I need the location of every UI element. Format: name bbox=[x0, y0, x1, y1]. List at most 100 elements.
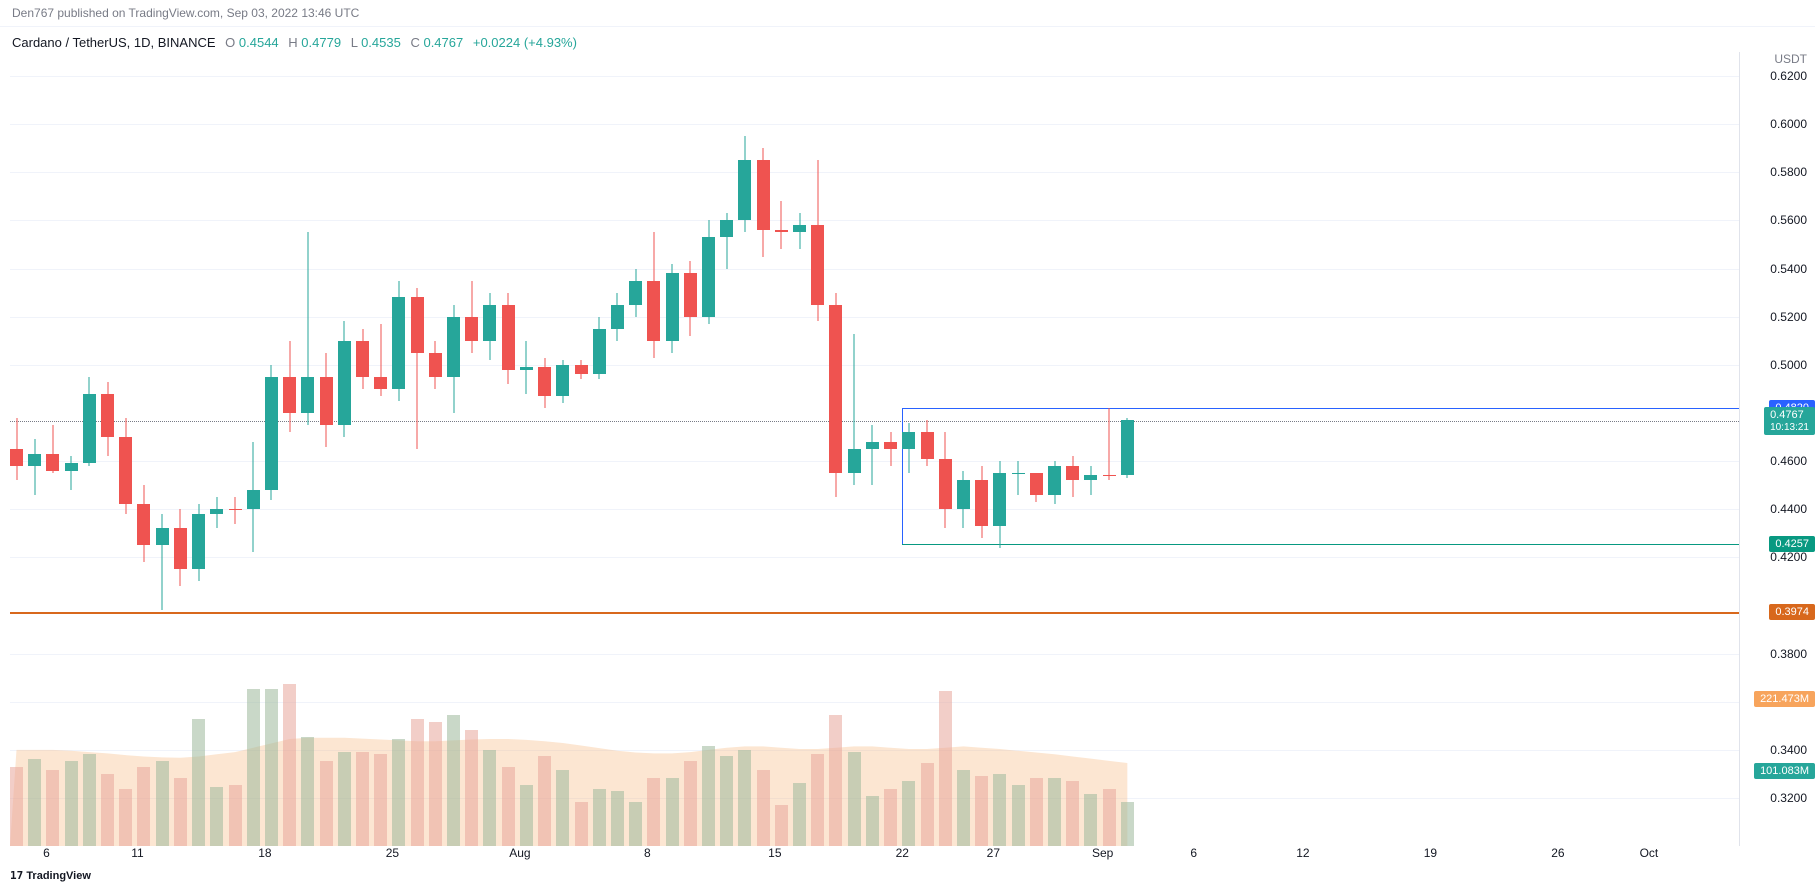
symbol-text: Cardano / TetherUS, 1D, BINANCE bbox=[12, 35, 216, 50]
ohlc-c-val: 0.4767 bbox=[423, 35, 463, 50]
y-tick-label: 0.5800 bbox=[1770, 165, 1807, 179]
ohlc-l-val: 0.4535 bbox=[361, 35, 401, 50]
x-tick-label: 6 bbox=[43, 846, 50, 860]
x-tick-label: 26 bbox=[1551, 846, 1564, 860]
candle bbox=[301, 52, 314, 846]
x-tick-label: 11 bbox=[131, 846, 143, 860]
price-tag: 0.4257 bbox=[1769, 536, 1815, 552]
candle bbox=[338, 52, 351, 846]
publish-header: Den767 published on TradingView.com, Sep… bbox=[0, 0, 1815, 27]
candle bbox=[1121, 52, 1134, 846]
candle bbox=[374, 52, 387, 846]
y-tick-label: 0.4600 bbox=[1770, 454, 1807, 468]
candle bbox=[738, 52, 751, 846]
price-tag: 101.083M bbox=[1754, 763, 1815, 779]
x-tick-label: 27 bbox=[987, 846, 1000, 860]
candle bbox=[46, 52, 59, 846]
candle bbox=[10, 52, 23, 846]
ohlc-h-val: 0.4779 bbox=[301, 35, 341, 50]
candle bbox=[192, 52, 205, 846]
y-tick-label: 0.5200 bbox=[1770, 310, 1807, 324]
candle bbox=[1012, 52, 1025, 846]
candle bbox=[975, 52, 988, 846]
candle bbox=[629, 52, 642, 846]
ohlc-c-label: C bbox=[410, 35, 419, 50]
candle bbox=[575, 52, 588, 846]
x-tick-label: 6 bbox=[1190, 846, 1197, 860]
candle bbox=[1030, 52, 1043, 846]
logo-text: TradingView bbox=[26, 870, 91, 882]
candle bbox=[247, 52, 260, 846]
y-tick-label: 0.4400 bbox=[1770, 502, 1807, 516]
y-axis[interactable]: USDT 0.32000.34000.36000.38000.42000.440… bbox=[1740, 52, 1815, 846]
x-tick-label: 8 bbox=[644, 846, 651, 860]
candle bbox=[174, 52, 187, 846]
x-tick-label: 19 bbox=[1424, 846, 1437, 860]
y-tick-label: 0.3200 bbox=[1770, 791, 1807, 805]
ohlc-l-label: L bbox=[351, 35, 358, 50]
candle bbox=[65, 52, 78, 846]
candle bbox=[137, 52, 150, 846]
candle bbox=[939, 52, 952, 846]
candle bbox=[684, 52, 697, 846]
y-tick-label: 0.5400 bbox=[1770, 262, 1807, 276]
y-unit: USDT bbox=[1774, 52, 1807, 66]
candle bbox=[647, 52, 660, 846]
x-tick-label: 12 bbox=[1296, 846, 1309, 860]
candle bbox=[1048, 52, 1061, 846]
candle bbox=[866, 52, 879, 846]
tradingview-logo: 17 TradingView bbox=[10, 869, 91, 882]
y-tick-label: 0.5000 bbox=[1770, 358, 1807, 372]
x-tick-label: 15 bbox=[768, 846, 781, 860]
candle bbox=[28, 52, 41, 846]
candle bbox=[702, 52, 715, 846]
y-tick-label: 0.3800 bbox=[1770, 647, 1807, 661]
x-axis[interactable]: 6111825Aug8152227Sep6121926Oct bbox=[10, 846, 1740, 866]
candle bbox=[793, 52, 806, 846]
candle bbox=[447, 52, 460, 846]
candle bbox=[119, 52, 132, 846]
candle bbox=[1103, 52, 1116, 846]
candle bbox=[1084, 52, 1097, 846]
publish-text: Den767 published on TradingView.com, Sep… bbox=[12, 6, 359, 20]
chart-area[interactable] bbox=[10, 52, 1740, 846]
candle bbox=[538, 52, 551, 846]
candle bbox=[811, 52, 824, 846]
candle bbox=[666, 52, 679, 846]
ohlc-o-val: 0.4544 bbox=[239, 35, 279, 50]
price-tag: 0.3974 bbox=[1769, 604, 1815, 620]
candle bbox=[356, 52, 369, 846]
x-tick-label: Oct bbox=[1640, 846, 1659, 860]
x-tick-label: 18 bbox=[258, 846, 271, 860]
ohlc-o-label: O bbox=[225, 35, 235, 50]
y-tick-label: 0.6000 bbox=[1770, 117, 1807, 131]
y-tick-label: 0.3400 bbox=[1770, 743, 1807, 757]
candle bbox=[283, 52, 296, 846]
candle bbox=[884, 52, 897, 846]
candle bbox=[210, 52, 223, 846]
price-tag: 0.476710:13:21 bbox=[1764, 407, 1815, 435]
price-tag: 221.473M bbox=[1754, 691, 1815, 707]
candle bbox=[320, 52, 333, 846]
candle bbox=[229, 52, 242, 846]
candle bbox=[156, 52, 169, 846]
candle bbox=[429, 52, 442, 846]
ohlc-h-label: H bbox=[288, 35, 297, 50]
x-tick-label: Aug bbox=[509, 846, 530, 860]
candle bbox=[957, 52, 970, 846]
candle bbox=[101, 52, 114, 846]
logo-glyph: 17 bbox=[10, 869, 23, 882]
candle bbox=[483, 52, 496, 846]
candle bbox=[265, 52, 278, 846]
box-top-line bbox=[902, 408, 1739, 409]
candle bbox=[502, 52, 515, 846]
candle bbox=[848, 52, 861, 846]
y-tick-label: 0.5600 bbox=[1770, 213, 1807, 227]
candle bbox=[720, 52, 733, 846]
candle bbox=[411, 52, 424, 846]
candle bbox=[83, 52, 96, 846]
candle bbox=[921, 52, 934, 846]
y-tick-label: 0.6200 bbox=[1770, 69, 1807, 83]
change-text: +0.0224 (+4.93%) bbox=[473, 35, 577, 50]
box-bottom-line bbox=[902, 544, 1739, 545]
